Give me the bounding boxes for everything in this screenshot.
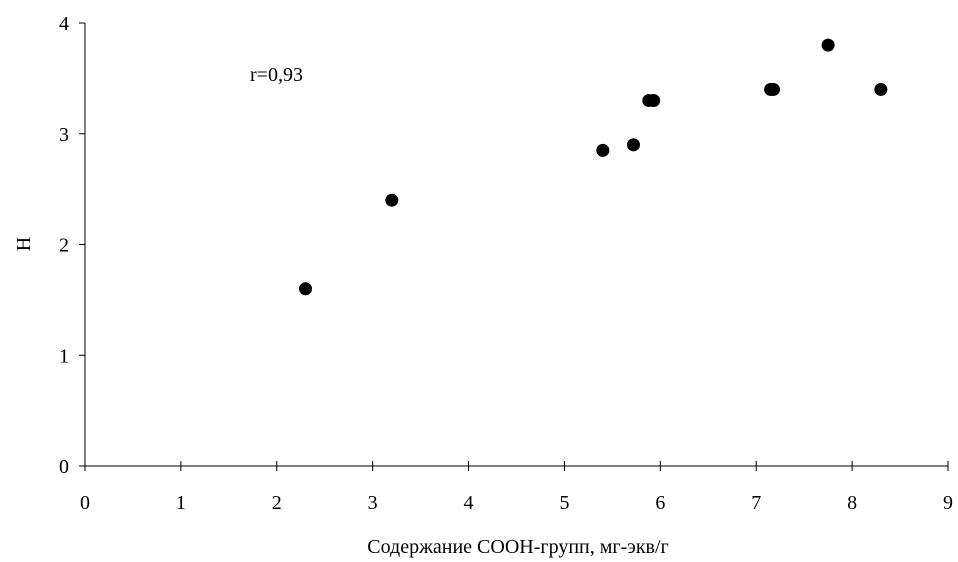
x-tick-label: 7 (751, 492, 761, 514)
data-point (766, 82, 780, 96)
axes (84, 23, 948, 467)
x-tick-label: 8 (847, 492, 857, 514)
x-axis-title: Содержание СООН-групп, мг-экв/г (367, 536, 669, 558)
data-point (385, 193, 399, 207)
x-axis-ticks: 0 1 2 3 4 5 6 7 8 9 (80, 461, 953, 514)
y-tick-label: 0 (59, 456, 69, 478)
x-tick-label: 2 (272, 492, 282, 514)
correlation-annotation: r=0,93 (250, 64, 303, 86)
data-points (299, 38, 888, 296)
data-point (596, 143, 610, 157)
y-axis-ticks: 0 1 2 3 4 (59, 13, 85, 478)
y-tick-label: 1 (59, 345, 69, 367)
data-point (626, 138, 640, 152)
x-tick-label: 6 (655, 492, 665, 514)
y-axis-title: Н (13, 237, 35, 251)
data-point (821, 38, 835, 52)
x-tick-label: 4 (464, 492, 474, 514)
y-tick-label: 3 (59, 124, 69, 146)
x-tick-label: 1 (176, 492, 186, 514)
y-tick-label: 2 (59, 235, 69, 257)
data-point (647, 94, 661, 108)
x-tick-label: 9 (943, 492, 953, 514)
x-tick-label: 5 (559, 492, 569, 514)
x-tick-label: 0 (80, 492, 90, 514)
x-tick-label: 3 (368, 492, 378, 514)
data-point (874, 82, 888, 96)
y-tick-label: 4 (59, 13, 69, 35)
data-point (299, 282, 313, 296)
